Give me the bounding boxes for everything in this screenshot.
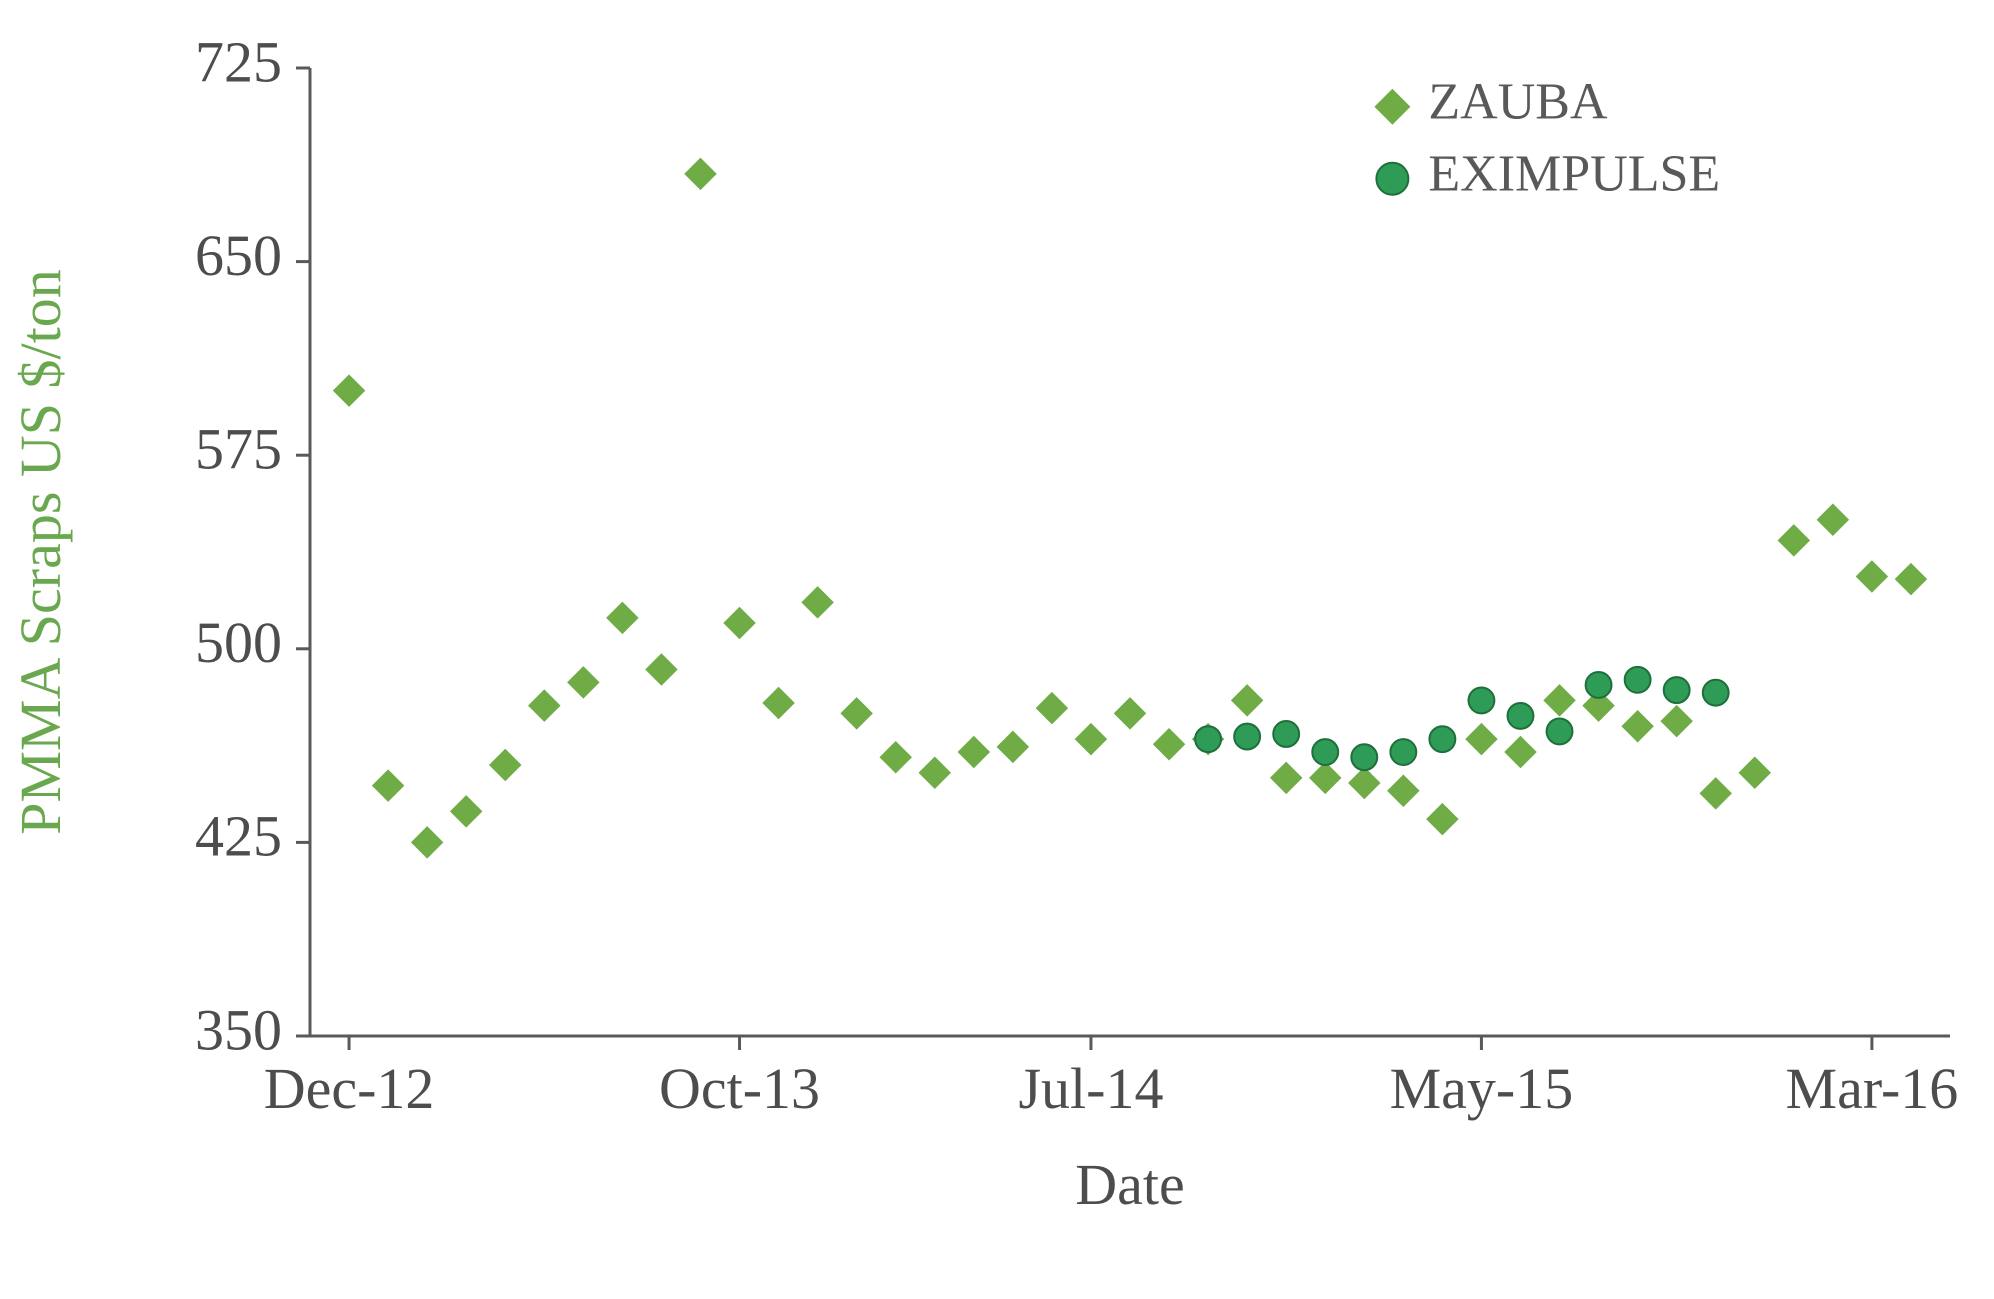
- x-tick-label: May-15: [1390, 1056, 1574, 1121]
- y-tick-label: 500: [195, 610, 282, 675]
- data-point-circle: [1703, 680, 1729, 706]
- x-axis-title: Date: [1075, 1152, 1185, 1217]
- data-point-circle: [1312, 739, 1338, 765]
- y-tick-label: 350: [195, 997, 282, 1062]
- chart-container: 350 425 500 575 650 725 Dec-12 Oct-13 Jul-14 May-…: [0, 0, 1994, 1299]
- y-tick-label: 725: [195, 29, 282, 94]
- y-tick-label: 425: [195, 804, 282, 869]
- data-point-circle: [1429, 726, 1455, 752]
- y-tick-label: 575: [195, 417, 282, 482]
- data-point-circle: [1195, 726, 1221, 752]
- y-axis-title: PMMA Scraps US $/ton: [8, 269, 73, 835]
- data-point-circle: [1234, 724, 1260, 750]
- x-tick-label: Dec-12: [264, 1056, 435, 1121]
- legend-label: ZAUBA: [1428, 74, 1608, 131]
- data-point-circle: [1468, 687, 1494, 713]
- y-tick-label: 650: [195, 223, 282, 288]
- legend-label: EXIMPULSE: [1428, 146, 1720, 203]
- data-point-circle: [1664, 677, 1690, 703]
- data-point-circle: [1390, 739, 1416, 765]
- data-point-circle: [1625, 667, 1651, 693]
- data-point-circle: [1586, 672, 1612, 698]
- data-point-circle: [1273, 721, 1299, 747]
- x-tick-label: Mar-16: [1786, 1056, 1959, 1121]
- data-point-circle: [1376, 163, 1408, 195]
- data-point-circle: [1547, 718, 1573, 744]
- data-point-circle: [1351, 744, 1377, 770]
- data-point-circle: [1508, 703, 1534, 729]
- x-tick-label: Jul-14: [1018, 1056, 1163, 1121]
- scatter-chart: 350 425 500 575 650 725 Dec-12 Oct-13 Jul-14 May-…: [0, 0, 1994, 1299]
- x-tick-label: Oct-13: [659, 1056, 820, 1121]
